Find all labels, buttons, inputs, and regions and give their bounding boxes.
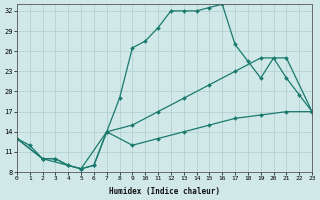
X-axis label: Humidex (Indice chaleur): Humidex (Indice chaleur) bbox=[109, 187, 220, 196]
